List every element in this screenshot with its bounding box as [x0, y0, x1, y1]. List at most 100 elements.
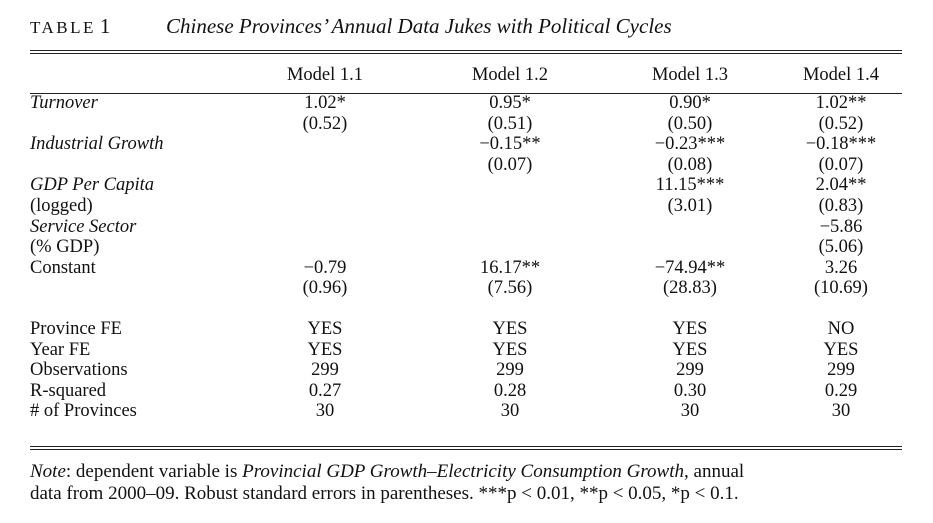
table-cell: (7.56) [487, 278, 533, 299]
table-cell: (5.06) [818, 237, 864, 258]
table-cell: 299 [311, 360, 339, 381]
row-label [30, 155, 230, 176]
table-row: (0.96) (7.56) (28.83) (10.69) [30, 278, 902, 299]
column-header: Model 1.3 [651, 65, 729, 85]
table-row: (0.07) (0.08) (0.07) [30, 155, 902, 176]
table-label: TABLE [30, 18, 96, 37]
table-cell [230, 196, 420, 217]
table-number: 1 [99, 14, 111, 38]
regression-table: Model 1.1 Model 1.2 Model 1.3 Model 1.4 … [30, 57, 902, 422]
table-cell [600, 217, 780, 238]
table-cell: 1.02* [304, 93, 346, 113]
table-cell: YES [823, 339, 859, 360]
note-tail: , annual [684, 461, 745, 482]
spacer [30, 299, 902, 319]
table-cell: 30 [680, 401, 700, 422]
table-cell: YES [307, 339, 343, 360]
note-sep: : dependent variable is [65, 461, 243, 482]
table-cell: (0.96) [302, 278, 348, 299]
top-rule-1 [30, 50, 902, 51]
table-cell: YES [307, 318, 343, 339]
table-cell: YES [672, 318, 708, 339]
table-cell: 11.15*** [655, 175, 725, 196]
table-cell: −0.18*** [805, 134, 877, 155]
table-cell: −74.94** [654, 257, 726, 278]
row-label: (logged) [30, 195, 93, 216]
column-header: Model 1.1 [286, 65, 364, 85]
row-label: Constant [30, 257, 96, 278]
table-cell: (28.83) [663, 278, 717, 299]
table-row: Service Sector −5.86 [30, 217, 902, 238]
table-cell: (0.51) [487, 113, 533, 134]
row-label [30, 114, 230, 135]
table-cell: 30 [315, 401, 335, 422]
table-note: Note: dependent variable is Provincial G… [30, 461, 902, 505]
table-cell: 299 [827, 360, 855, 381]
table-row: (0.52) (0.51) (0.50) (0.52) [30, 114, 902, 135]
row-label: Turnover [30, 93, 98, 113]
table-cell [420, 217, 600, 238]
table-cell: 16.17** [479, 257, 541, 278]
table-cell: (3.01) [667, 195, 713, 216]
row-label: # of Provinces [30, 401, 137, 422]
header-blank [30, 57, 230, 93]
table-cell: −0.79 [303, 257, 347, 278]
table-cell: 0.30 [673, 380, 707, 401]
table-cell: 0.29 [824, 380, 858, 401]
table-cell: 299 [676, 360, 704, 381]
row-label: (% GDP) [30, 237, 100, 258]
table-cell: YES [672, 339, 708, 360]
summary-row: Year FE YES YES YES YES [30, 340, 902, 361]
table-cell: 0.27 [308, 380, 342, 401]
table-cell: 3.26 [824, 257, 858, 278]
table-cell: −0.15** [479, 134, 541, 155]
table-cell: (0.07) [818, 154, 864, 175]
row-label: R-squared [30, 380, 107, 401]
table-cell: 0.90* [669, 93, 711, 113]
table-cell [230, 217, 420, 238]
table-cell: 30 [831, 401, 851, 422]
row-label: Industrial Growth [30, 134, 164, 155]
table-cell: (0.50) [667, 113, 713, 134]
table-cell [230, 175, 420, 196]
summary-row: Province FE YES YES YES NO [30, 319, 902, 340]
row-label: GDP Per Capita [30, 175, 155, 196]
table-cell [420, 237, 600, 258]
summary-row: # of Provinces 30 30 30 30 [30, 401, 902, 422]
table-cell: 1.02** [815, 93, 867, 113]
table-row: GDP Per Capita 11.15*** 2.04** [30, 175, 902, 196]
table-cell [230, 134, 420, 155]
header-row: Model 1.1 Model 1.2 Model 1.3 Model 1.4 [30, 57, 902, 93]
table-cell [230, 237, 420, 258]
note-prefix: Note [30, 461, 66, 482]
table-title: Chinese Provinces’ Annual Data Jukes wit… [166, 14, 672, 38]
note-depvar: Provincial GDP Growth–Electricity Consum… [242, 461, 685, 482]
bottom-rule-2 [30, 449, 902, 450]
table-cell: 30 [500, 401, 520, 422]
table-caption: TABLE 1 Chinese Provinces’ Annual Data Ju… [30, 14, 672, 44]
row-label [30, 278, 230, 299]
table-row: Turnover 1.02* 0.95* 0.90* 1.02** [30, 93, 902, 114]
summary-rows: Province FE YES YES YES NO Year FE YES YES YES YE… [30, 319, 902, 422]
table-cell: 299 [496, 360, 524, 381]
table-cell [600, 237, 780, 258]
table-cell: (0.07) [487, 154, 533, 175]
table-cell: YES [492, 339, 528, 360]
table-row: (logged) (3.01) (0.83) [30, 196, 902, 217]
table-row: (% GDP) (5.06) [30, 237, 902, 258]
table-cell [230, 155, 420, 176]
table-cell: (10.69) [814, 278, 868, 299]
note-line-1: Note: dependent variable is Provincial G… [30, 461, 902, 483]
table-row: Industrial Growth −0.15** −0.23*** −0.18*** [30, 134, 902, 155]
table-cell: (0.83) [818, 195, 864, 216]
table-cell: YES [492, 318, 528, 339]
row-label: Service Sector [30, 216, 137, 237]
row-label: Year FE [30, 339, 91, 360]
table-cell: 2.04** [815, 175, 867, 196]
table-cell: −0.23*** [654, 134, 726, 155]
header-rule [30, 93, 902, 94]
column-header: Model 1.4 [802, 65, 880, 85]
coefficient-rows: Turnover 1.02* 0.95* 0.90* 1.02** (0.52) (0.51… [30, 93, 902, 299]
table-cell: 0.28 [493, 380, 527, 401]
table-cell [420, 175, 600, 196]
